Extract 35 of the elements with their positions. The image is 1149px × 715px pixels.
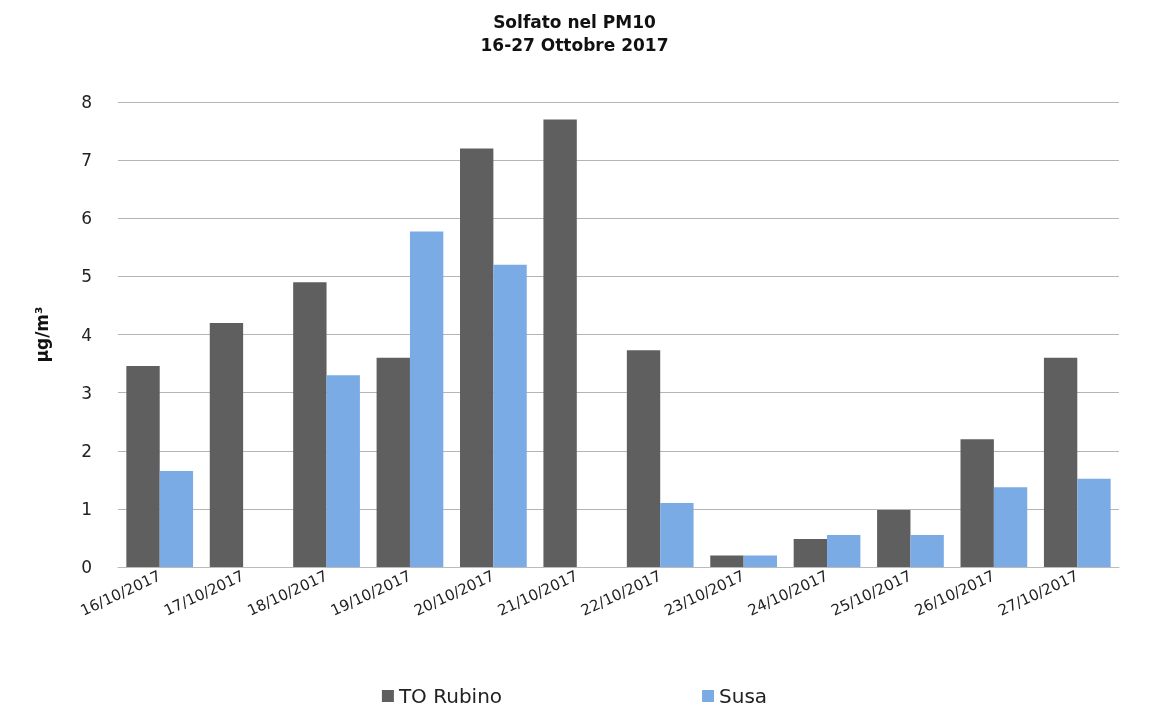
y-axis-title: µg/m³ — [31, 306, 52, 363]
bar — [960, 439, 994, 567]
bar — [159, 471, 194, 567]
y-tick-label: 8 — [81, 92, 92, 112]
legend-label: TO Rubino — [397, 684, 503, 708]
chart-subtitle: 16-27 Ottobre 2017 — [480, 34, 669, 55]
bar — [877, 510, 911, 567]
bar — [793, 539, 828, 567]
bar — [326, 375, 360, 567]
bar — [409, 231, 444, 567]
bar — [993, 487, 1028, 567]
bar — [376, 357, 410, 567]
bar — [126, 365, 160, 567]
chart-title: Solfato nel PM10 — [493, 11, 657, 32]
bar — [209, 322, 244, 567]
bar — [743, 555, 777, 567]
bar — [660, 503, 694, 567]
bar — [1043, 357, 1078, 567]
bar — [1077, 478, 1111, 567]
y-tick-label: 1 — [81, 498, 92, 519]
bar — [626, 350, 661, 567]
bar — [910, 535, 944, 567]
bar — [827, 535, 861, 567]
y-tick-label: 5 — [81, 266, 92, 287]
y-tick-label: 3 — [81, 382, 92, 403]
bar — [493, 264, 527, 567]
bar — [710, 555, 744, 567]
y-tick-label: 4 — [81, 324, 92, 345]
legend-label: Susa — [719, 684, 768, 708]
y-tick-label: 7 — [81, 150, 92, 171]
bar — [543, 119, 577, 567]
y-tick-label: 6 — [81, 208, 92, 229]
bar — [293, 282, 327, 567]
bar — [460, 148, 494, 567]
y-tick-label: 2 — [81, 440, 92, 461]
